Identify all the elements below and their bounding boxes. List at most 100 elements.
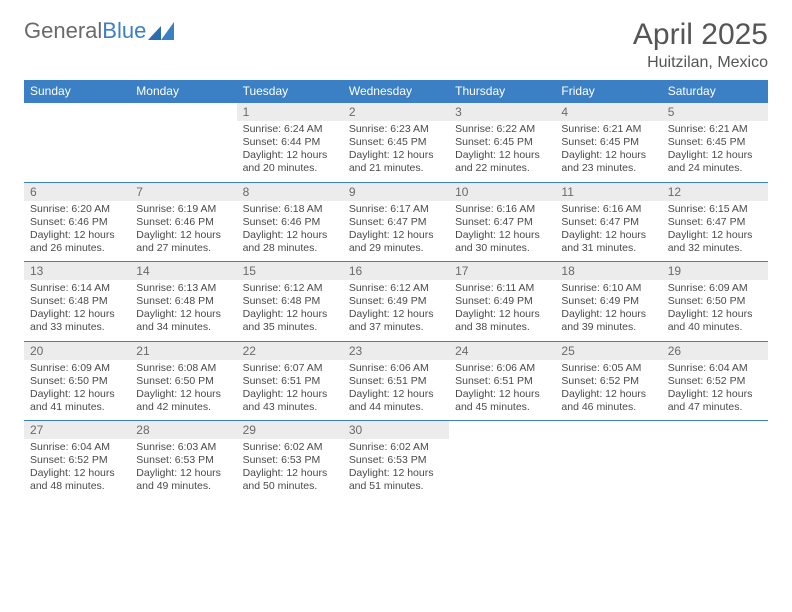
day-line-d2: and 44 minutes. xyxy=(349,401,443,414)
day-cell: 14Sunrise: 6:13 AMSunset: 6:48 PMDayligh… xyxy=(130,262,236,342)
day-number: 23 xyxy=(343,342,449,360)
dow-monday: Monday xyxy=(130,80,236,102)
day-line-ss: Sunset: 6:50 PM xyxy=(668,295,762,308)
day-line-d2: and 34 minutes. xyxy=(136,321,230,334)
day-cell: 11Sunrise: 6:16 AMSunset: 6:47 PMDayligh… xyxy=(555,182,661,262)
day-body: Sunrise: 6:07 AMSunset: 6:51 PMDaylight:… xyxy=(237,360,343,417)
day-line-ss: Sunset: 6:52 PM xyxy=(30,454,124,467)
day-number: 10 xyxy=(449,183,555,201)
day-body: Sunrise: 6:06 AMSunset: 6:51 PMDaylight:… xyxy=(449,360,555,417)
day-line-ss: Sunset: 6:47 PM xyxy=(668,216,762,229)
day-line-sr: Sunrise: 6:07 AM xyxy=(243,362,337,375)
day-number: 29 xyxy=(237,421,343,439)
day-line-ss: Sunset: 6:48 PM xyxy=(30,295,124,308)
day-cell: 30Sunrise: 6:02 AMSunset: 6:53 PMDayligh… xyxy=(343,421,449,500)
day-cell: 7Sunrise: 6:19 AMSunset: 6:46 PMDaylight… xyxy=(130,182,236,262)
day-line-d1: Daylight: 12 hours xyxy=(30,229,124,242)
day-cell: 10Sunrise: 6:16 AMSunset: 6:47 PMDayligh… xyxy=(449,182,555,262)
day-line-d1: Daylight: 12 hours xyxy=(561,149,655,162)
dow-tuesday: Tuesday xyxy=(237,80,343,102)
day-line-d2: and 38 minutes. xyxy=(455,321,549,334)
day-body: Sunrise: 6:04 AMSunset: 6:52 PMDaylight:… xyxy=(662,360,768,417)
day-cell: 4Sunrise: 6:21 AMSunset: 6:45 PMDaylight… xyxy=(555,103,661,183)
day-cell: 16Sunrise: 6:12 AMSunset: 6:49 PMDayligh… xyxy=(343,262,449,342)
day-line-ss: Sunset: 6:48 PM xyxy=(243,295,337,308)
day-body: Sunrise: 6:05 AMSunset: 6:52 PMDaylight:… xyxy=(555,360,661,417)
day-line-d2: and 27 minutes. xyxy=(136,242,230,255)
day-number: 21 xyxy=(130,342,236,360)
day-body: Sunrise: 6:19 AMSunset: 6:46 PMDaylight:… xyxy=(130,201,236,258)
day-line-ss: Sunset: 6:49 PM xyxy=(455,295,549,308)
day-body: Sunrise: 6:17 AMSunset: 6:47 PMDaylight:… xyxy=(343,201,449,258)
day-line-sr: Sunrise: 6:24 AM xyxy=(243,123,337,136)
day-line-d2: and 33 minutes. xyxy=(30,321,124,334)
day-line-ss: Sunset: 6:53 PM xyxy=(243,454,337,467)
day-line-ss: Sunset: 6:51 PM xyxy=(243,375,337,388)
day-line-ss: Sunset: 6:45 PM xyxy=(349,136,443,149)
day-cell: 13Sunrise: 6:14 AMSunset: 6:48 PMDayligh… xyxy=(24,262,130,342)
day-cell: 28Sunrise: 6:03 AMSunset: 6:53 PMDayligh… xyxy=(130,421,236,500)
day-line-ss: Sunset: 6:52 PM xyxy=(561,375,655,388)
dow-saturday: Saturday xyxy=(662,80,768,102)
day-line-sr: Sunrise: 6:21 AM xyxy=(668,123,762,136)
day-line-d2: and 46 minutes. xyxy=(561,401,655,414)
day-cell: 22Sunrise: 6:07 AMSunset: 6:51 PMDayligh… xyxy=(237,341,343,421)
day-cell xyxy=(130,103,236,183)
day-number: 13 xyxy=(24,262,130,280)
day-body: Sunrise: 6:09 AMSunset: 6:50 PMDaylight:… xyxy=(24,360,130,417)
day-body: Sunrise: 6:12 AMSunset: 6:49 PMDaylight:… xyxy=(343,280,449,337)
day-number: 17 xyxy=(449,262,555,280)
day-line-ss: Sunset: 6:47 PM xyxy=(455,216,549,229)
day-cell: 2Sunrise: 6:23 AMSunset: 6:45 PMDaylight… xyxy=(343,103,449,183)
day-body: Sunrise: 6:09 AMSunset: 6:50 PMDaylight:… xyxy=(662,280,768,337)
day-line-sr: Sunrise: 6:18 AM xyxy=(243,203,337,216)
location: Huitzilan, Mexico xyxy=(633,54,768,72)
day-line-d2: and 45 minutes. xyxy=(455,401,549,414)
dow-wednesday: Wednesday xyxy=(343,80,449,102)
day-line-d2: and 30 minutes. xyxy=(455,242,549,255)
day-line-d2: and 29 minutes. xyxy=(349,242,443,255)
day-line-d2: and 40 minutes. xyxy=(668,321,762,334)
day-number: 27 xyxy=(24,421,130,439)
day-line-sr: Sunrise: 6:11 AM xyxy=(455,282,549,295)
day-line-sr: Sunrise: 6:12 AM xyxy=(349,282,443,295)
day-line-d2: and 24 minutes. xyxy=(668,162,762,175)
day-cell: 24Sunrise: 6:06 AMSunset: 6:51 PMDayligh… xyxy=(449,341,555,421)
day-line-d1: Daylight: 12 hours xyxy=(349,308,443,321)
dow-row: Sunday Monday Tuesday Wednesday Thursday… xyxy=(24,80,768,102)
day-number: 14 xyxy=(130,262,236,280)
day-line-sr: Sunrise: 6:21 AM xyxy=(561,123,655,136)
day-number: 15 xyxy=(237,262,343,280)
day-line-d1: Daylight: 12 hours xyxy=(136,388,230,401)
day-body: Sunrise: 6:23 AMSunset: 6:45 PMDaylight:… xyxy=(343,121,449,178)
day-line-sr: Sunrise: 6:20 AM xyxy=(30,203,124,216)
day-number: 20 xyxy=(24,342,130,360)
day-line-d1: Daylight: 12 hours xyxy=(349,149,443,162)
calendar-body: 1Sunrise: 6:24 AMSunset: 6:44 PMDaylight… xyxy=(24,102,768,500)
day-number: 5 xyxy=(662,103,768,121)
day-line-d1: Daylight: 12 hours xyxy=(349,229,443,242)
day-line-d2: and 31 minutes. xyxy=(561,242,655,255)
day-body: Sunrise: 6:16 AMSunset: 6:47 PMDaylight:… xyxy=(449,201,555,258)
day-cell: 1Sunrise: 6:24 AMSunset: 6:44 PMDaylight… xyxy=(237,103,343,183)
calendar-table: Sunday Monday Tuesday Wednesday Thursday… xyxy=(24,80,768,102)
day-line-ss: Sunset: 6:46 PM xyxy=(136,216,230,229)
day-line-sr: Sunrise: 6:09 AM xyxy=(668,282,762,295)
day-cell: 19Sunrise: 6:09 AMSunset: 6:50 PMDayligh… xyxy=(662,262,768,342)
day-line-sr: Sunrise: 6:06 AM xyxy=(455,362,549,375)
day-cell: 12Sunrise: 6:15 AMSunset: 6:47 PMDayligh… xyxy=(662,182,768,262)
day-line-ss: Sunset: 6:46 PM xyxy=(243,216,337,229)
day-line-ss: Sunset: 6:51 PM xyxy=(455,375,549,388)
day-line-d2: and 28 minutes. xyxy=(243,242,337,255)
day-cell: 9Sunrise: 6:17 AMSunset: 6:47 PMDaylight… xyxy=(343,182,449,262)
day-number: 1 xyxy=(237,103,343,121)
day-body: Sunrise: 6:10 AMSunset: 6:49 PMDaylight:… xyxy=(555,280,661,337)
day-body: Sunrise: 6:22 AMSunset: 6:45 PMDaylight:… xyxy=(449,121,555,178)
logo-text-gray: General xyxy=(24,18,102,44)
day-line-d2: and 50 minutes. xyxy=(243,480,337,493)
day-line-d1: Daylight: 12 hours xyxy=(30,308,124,321)
day-number: 16 xyxy=(343,262,449,280)
day-line-ss: Sunset: 6:49 PM xyxy=(561,295,655,308)
day-line-sr: Sunrise: 6:22 AM xyxy=(455,123,549,136)
day-line-d1: Daylight: 12 hours xyxy=(668,308,762,321)
